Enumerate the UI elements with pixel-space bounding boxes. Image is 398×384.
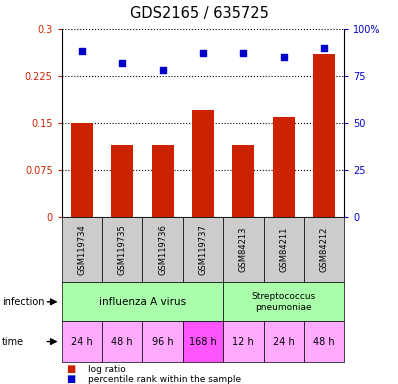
Text: GSM119736: GSM119736 (158, 224, 167, 275)
Point (160, 67, 166, 73)
Bar (313, 54, 335, 217)
Bar (273, 117, 295, 217)
Text: 96 h: 96 h (152, 336, 174, 347)
Text: 24 h: 24 h (71, 336, 93, 347)
Bar (111, 145, 133, 217)
Text: 48 h: 48 h (313, 336, 335, 347)
Point (200, 50, 206, 56)
Point (79, 48, 85, 55)
Text: 12 h: 12 h (232, 336, 254, 347)
Text: 24 h: 24 h (273, 336, 295, 347)
Text: GSM84211: GSM84211 (279, 227, 288, 272)
Text: log ratio: log ratio (88, 365, 125, 374)
Text: 168 h: 168 h (189, 336, 217, 347)
Text: ■: ■ (66, 364, 75, 374)
Point (240, 50, 246, 56)
Bar (192, 110, 214, 217)
Point (321, 45, 327, 51)
Text: infection: infection (2, 297, 45, 307)
Bar (152, 145, 174, 217)
Text: GDS2165 / 635725: GDS2165 / 635725 (130, 6, 268, 21)
Text: 48 h: 48 h (111, 336, 133, 347)
Text: percentile rank within the sample: percentile rank within the sample (88, 374, 241, 384)
Text: ■: ■ (66, 374, 75, 384)
Point (119, 60, 125, 66)
Text: time: time (2, 336, 24, 347)
Text: GSM119734: GSM119734 (77, 224, 86, 275)
Text: Streptococcus
pneumoniae: Streptococcus pneumoniae (252, 292, 316, 311)
Text: GSM84212: GSM84212 (320, 227, 329, 272)
Bar (232, 145, 254, 217)
Text: GSM84213: GSM84213 (239, 227, 248, 272)
Text: GSM119737: GSM119737 (199, 224, 207, 275)
Text: GSM119735: GSM119735 (118, 224, 127, 275)
Text: influenza A virus: influenza A virus (99, 297, 186, 307)
Point (281, 54, 287, 60)
Bar (71, 123, 93, 217)
